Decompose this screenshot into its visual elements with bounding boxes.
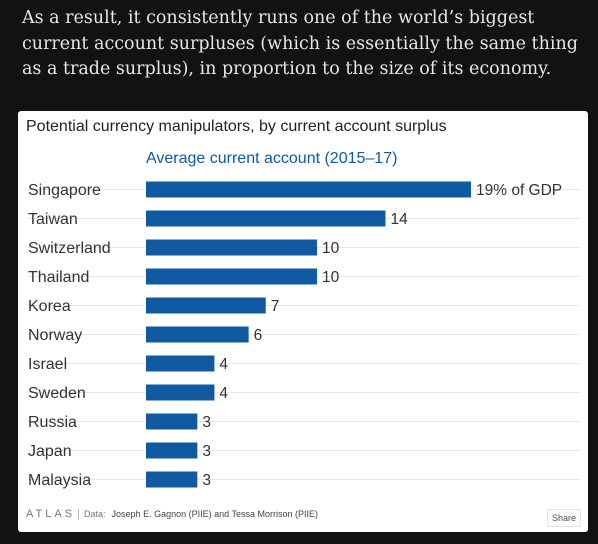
- bar-malaysia[interactable]: [146, 471, 198, 488]
- category-label-sweden: Sweden: [28, 385, 86, 402]
- category-label-korea: Korea: [28, 298, 71, 315]
- value-label-switzerland: 10: [322, 240, 340, 257]
- category-label-japan: Japan: [28, 443, 72, 460]
- value-label-taiwan: 14: [390, 211, 408, 228]
- category-label-malaysia: Malaysia: [28, 472, 91, 489]
- chart-title: Potential currency manipulators, by curr…: [26, 118, 447, 135]
- value-label-japan: 3: [202, 443, 211, 460]
- value-label-thailand: 10: [322, 269, 340, 286]
- bar-singapore[interactable]: [146, 181, 471, 198]
- category-label-taiwan: Taiwan: [28, 211, 78, 228]
- share-button[interactable]: Share: [547, 509, 582, 527]
- bar-russia[interactable]: [146, 413, 198, 430]
- bar-switzerland[interactable]: [146, 239, 318, 256]
- bar-thailand[interactable]: [146, 268, 318, 285]
- bar-chart-plot: Singapore 19% of GDP Taiwan 14 Switzerland 10…: [28, 181, 580, 489]
- chart-footer: ATLAS Data: Joseph E. Gagnon (PIIE) and …: [26, 508, 318, 520]
- article-paragraph: As a result, it consistently runs one of…: [22, 8, 578, 79]
- value-label-korea: 7: [271, 298, 280, 315]
- bar-israel[interactable]: [146, 355, 215, 372]
- bar-sweden[interactable]: [146, 384, 215, 401]
- bar-taiwan[interactable]: [146, 210, 386, 227]
- value-label-singapore: 19% of GDP: [476, 182, 562, 199]
- value-label-russia: 3: [202, 414, 211, 431]
- category-label-russia: Russia: [28, 414, 77, 431]
- bar-norway[interactable]: [146, 326, 249, 343]
- category-label-israel: Israel: [28, 356, 67, 373]
- source-text: Joseph E. Gagnon (PIIE) and Tessa Morris…: [111, 509, 318, 519]
- category-label-norway: Norway: [28, 327, 82, 344]
- value-label-norway: 6: [254, 327, 263, 344]
- value-label-sweden: 4: [219, 385, 228, 402]
- source-label: Data:: [84, 509, 106, 519]
- category-label-singapore: Singapore: [28, 182, 101, 199]
- series-title: Average current account (2015–17): [146, 150, 398, 167]
- atlas-logo[interactable]: ATLAS: [26, 508, 76, 520]
- footer-divider: [78, 508, 80, 520]
- value-label-israel: 4: [219, 356, 228, 373]
- category-label-thailand: Thailand: [28, 269, 89, 286]
- category-label-switzerland: Switzerland: [28, 240, 111, 257]
- bar-korea[interactable]: [146, 297, 266, 314]
- value-label-malaysia: 3: [202, 472, 211, 489]
- chart-card: Potential currency manipulators, by curr…: [18, 111, 588, 532]
- bar-japan[interactable]: [146, 442, 198, 459]
